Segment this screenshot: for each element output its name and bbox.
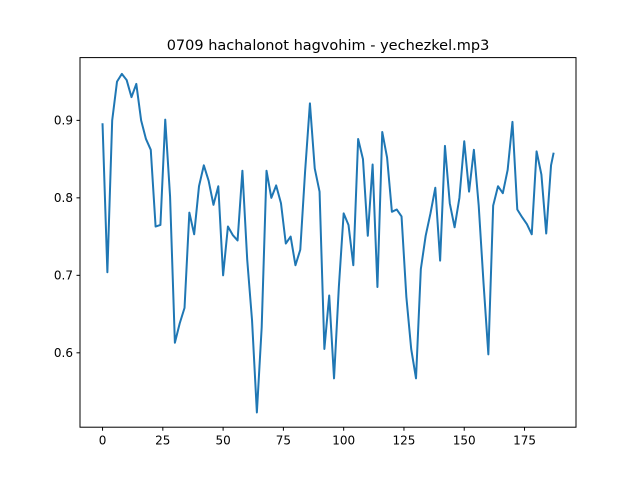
- x-tick-label: 25: [155, 434, 170, 448]
- plot-area: [101, 72, 555, 414]
- x-tick-label: 100: [332, 434, 355, 448]
- y-tick-label: 0.8: [54, 191, 73, 205]
- axes-frame: [79, 57, 577, 428]
- y-tick-label: 0.6: [54, 346, 73, 360]
- series-line-0: [101, 72, 555, 414]
- y-tick-label: 0.9: [54, 114, 73, 128]
- x-tick-label: 75: [276, 434, 291, 448]
- y-axis: 0.6 0.7 0.8 0.9: [54, 114, 80, 360]
- y-tick-label: 0.7: [54, 269, 73, 283]
- x-tick-label: 150: [453, 434, 476, 448]
- x-axis: 0 25 50 75 100 125 150 175: [99, 427, 536, 448]
- x-tick-label: 125: [393, 434, 416, 448]
- chart-title: 0709 hachalonot hagvohim - yechezkel.mp3: [167, 38, 490, 54]
- x-tick-label: 175: [513, 434, 536, 448]
- x-tick-label: 50: [215, 434, 230, 448]
- x-tick-label: 0: [99, 434, 107, 448]
